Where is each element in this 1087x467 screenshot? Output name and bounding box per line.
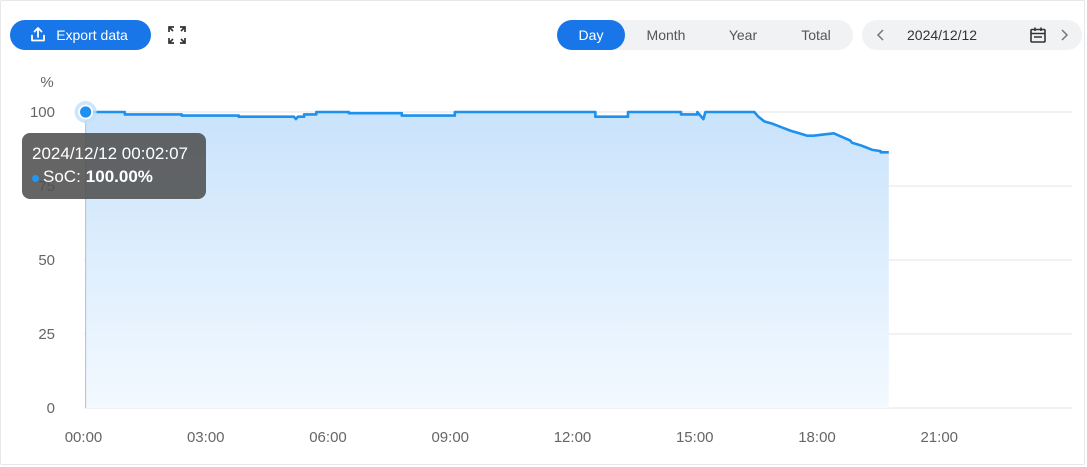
tab-day[interactable]: Day	[557, 20, 625, 50]
chevron-right-icon[interactable]	[1057, 27, 1071, 43]
calendar-icon[interactable]	[1029, 26, 1047, 44]
upload-icon	[31, 27, 46, 42]
tab-month[interactable]: Month	[646, 27, 686, 43]
export-data-button[interactable]: Export data	[10, 20, 151, 50]
y-tick-label: 25	[38, 326, 55, 343]
expand-icon[interactable]	[166, 24, 188, 46]
y-tick-label: 0	[47, 400, 55, 417]
tooltip-time: 2024/12/12 00:02:07	[32, 144, 188, 163]
tooltip-series-label: SoC:	[43, 167, 81, 186]
export-data-label: Export data	[56, 27, 128, 43]
x-tick-label: 15:00	[676, 429, 714, 446]
x-tick-label: 09:00	[431, 429, 469, 446]
soc-series-line	[85, 110, 889, 154]
x-tick-label: 06:00	[309, 429, 347, 446]
tooltip-value: 100.00%	[85, 167, 153, 186]
x-tick-label: 18:00	[798, 429, 836, 446]
series-marker-dot	[32, 174, 39, 182]
period-tabs: Day Month Year Total	[557, 20, 853, 50]
y-axis-label: %	[40, 74, 53, 91]
date-picker: 2024/12/12	[862, 20, 1082, 50]
x-tick-label: 12:00	[554, 429, 592, 446]
chart-tooltip: 2024/12/12 00:02:07 SoC: 100.00%	[22, 133, 206, 199]
highlight-point[interactable]	[78, 104, 94, 120]
tab-total[interactable]: Total	[801, 27, 831, 43]
x-tick-label: 00:00	[65, 429, 103, 446]
tab-year[interactable]: Year	[728, 27, 758, 43]
y-tick-label: 50	[38, 252, 55, 269]
x-tick-label: 03:00	[187, 429, 225, 446]
x-tick-label: 21:00	[920, 429, 958, 446]
chevron-left-icon[interactable]	[874, 27, 888, 43]
date-value[interactable]: 2024/12/12	[907, 27, 978, 43]
soc-area-fill	[85, 112, 889, 408]
y-tick-label: 100	[30, 104, 55, 121]
